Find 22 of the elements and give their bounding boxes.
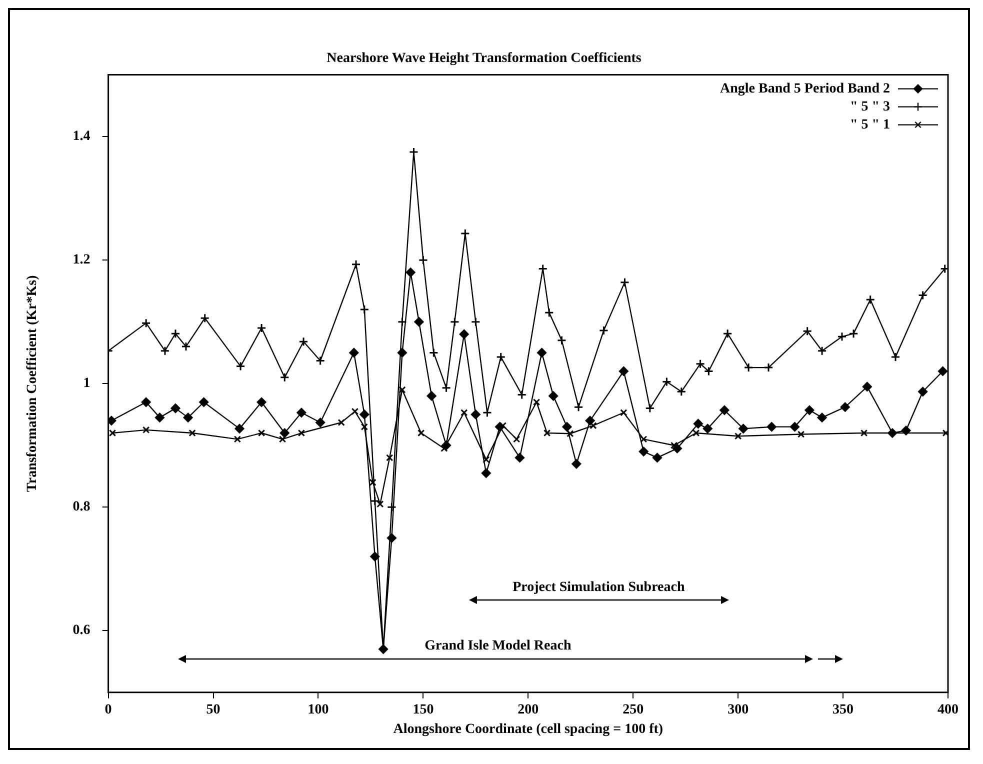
y-axis-title: Transformation Coefficient (Kr*Ks) xyxy=(25,274,40,492)
x-tick-label: 0 xyxy=(104,702,112,718)
y-tick-label: 0.8 xyxy=(72,500,90,515)
x-axis-title: Alongshore Coordinate (cell spacing = 100 ft) xyxy=(393,722,664,738)
x-tick-label: 50 xyxy=(206,702,220,718)
x-tick-label: 250 xyxy=(622,702,644,718)
legend-label: Angle Band 5 Period Band 2 xyxy=(720,81,890,96)
x-tick-label: 100 xyxy=(308,702,329,718)
y-tick-label: 1.4 xyxy=(72,129,90,144)
annotation: Project Simulation Subreach xyxy=(512,580,685,596)
legend-label: " 5 " 3 xyxy=(850,99,890,114)
y-tick-label: 0.6 xyxy=(72,623,90,638)
x-tick-label: 200 xyxy=(518,702,539,718)
chart-title: Nearshore Wave Height Transformation Coefficients xyxy=(326,51,642,66)
x-tick-label: 400 xyxy=(938,702,958,718)
x-tick-label: 350 xyxy=(832,702,854,718)
x-tick-label: 300 xyxy=(728,702,749,718)
legend-label: " 5 " 1 xyxy=(850,117,890,132)
y-tick-label: 1.2 xyxy=(72,252,90,268)
y-tick-label: 1 xyxy=(83,376,90,392)
annotation: Grand Isle Model Reach xyxy=(424,638,572,654)
x-tick-label: 150 xyxy=(412,702,434,718)
